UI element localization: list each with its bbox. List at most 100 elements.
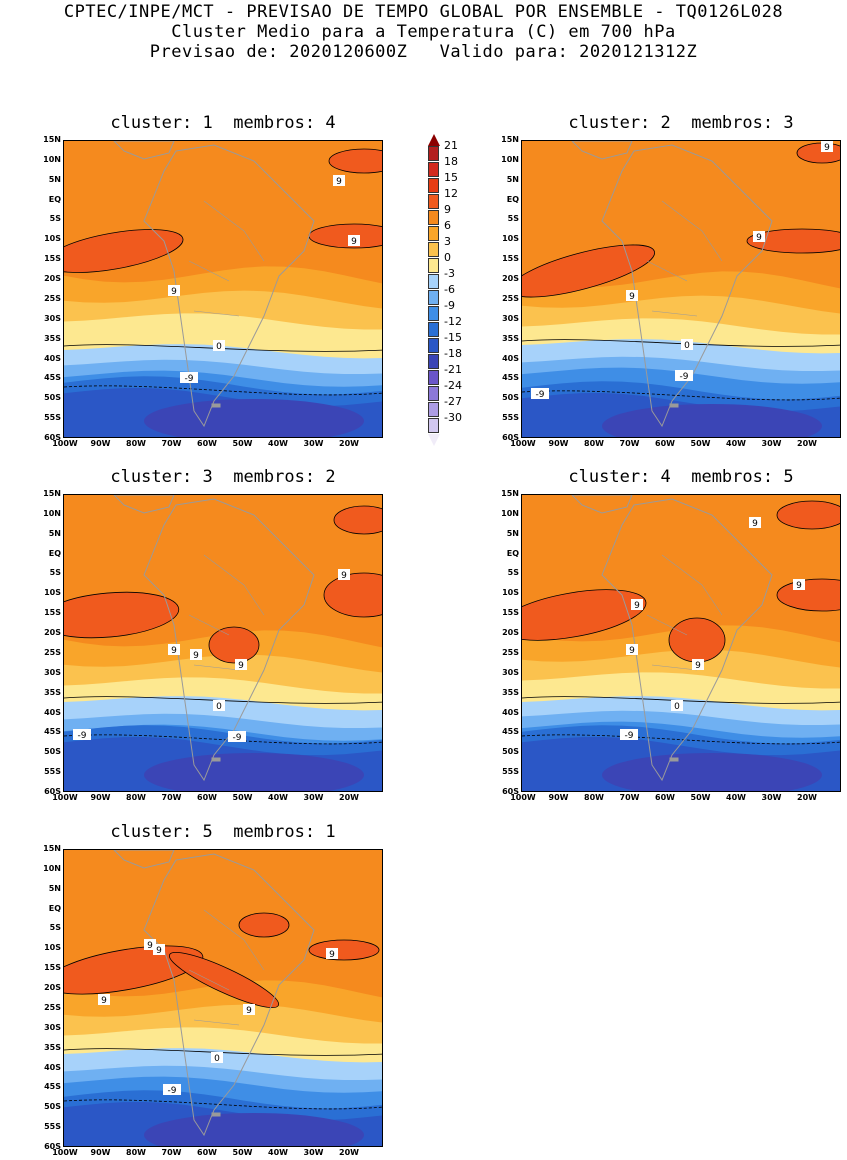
lon-tick-label: 20W	[339, 793, 359, 802]
longitude-axis: 100W 90W 80W 70W 60W 50W 40W 30W 20W	[52, 1148, 383, 1160]
longitude-axis: 100W 90W 80W 70W 60W 50W 40W 30W 20W	[510, 439, 841, 451]
lat-tick-label: 10N	[43, 863, 61, 873]
svg-text:9: 9	[336, 177, 342, 187]
contour-label-9: 9	[168, 285, 180, 297]
svg-text:9: 9	[246, 1006, 252, 1016]
contour-label-9: 9	[168, 644, 180, 656]
lat-tick-label: 5N	[48, 528, 61, 538]
longitude-axis: 100W 90W 80W 70W 60W 50W 40W 30W 20W	[510, 793, 841, 805]
colorbar-swatch	[428, 258, 439, 273]
colorbar-tick-label: 15	[444, 171, 458, 184]
lat-tick-label: 30S	[502, 313, 519, 323]
colorbar-tick-label: 0	[444, 251, 451, 264]
lat-tick-label: 5N	[506, 528, 519, 538]
lon-tick-label: 40W	[726, 793, 746, 802]
contour-label-9: 9	[326, 948, 338, 960]
lon-tick-label: 30W	[303, 793, 324, 802]
colorbar-swatch	[428, 418, 439, 433]
lon-tick-label: 30W	[761, 439, 782, 448]
lat-tick-label: 5N	[506, 174, 519, 184]
svg-text:0: 0	[214, 1054, 220, 1064]
contour-label-9: 9	[749, 517, 761, 529]
colorbar-swatch	[428, 322, 439, 337]
lat-tick-label: 60S	[502, 787, 519, 796]
lat-tick-label: 15S	[502, 254, 519, 264]
contour-label-9: 9	[235, 659, 247, 671]
svg-text:0: 0	[216, 342, 222, 352]
lon-tick-label: 50W	[690, 439, 711, 448]
contour-label-9: 9	[793, 579, 805, 591]
colorbar-swatch	[428, 210, 439, 225]
longitude-axis: 100W 90W 80W 70W 60W 50W 40W 30W 20W	[52, 793, 383, 805]
lat-tick-label: 20S	[44, 628, 61, 638]
contour-label-9: 9	[243, 1004, 255, 1016]
lat-tick-label: 45S	[44, 727, 61, 737]
lat-tick-label: 5S	[49, 214, 61, 224]
colorbar-swatch	[428, 338, 439, 353]
header-line-1: CPTEC/INPE/MCT - PREVISAO DE TEMPO GLOBA…	[63, 2, 784, 22]
temperature-map: 9 9 9 9 9 0 -9	[521, 494, 841, 792]
lon-tick-label: 80W	[584, 793, 604, 802]
lat-tick-label: EQ	[48, 548, 61, 558]
svg-text:9: 9	[147, 941, 153, 951]
lat-tick-label: 40S	[502, 707, 519, 717]
lat-tick-label: 50S	[44, 393, 61, 403]
lat-tick-label: 5S	[507, 568, 519, 578]
svg-text:9: 9	[796, 581, 802, 591]
colorbar-swatch	[428, 162, 439, 177]
svg-text:9: 9	[629, 646, 635, 656]
lat-tick-label: EQ	[48, 194, 61, 204]
lat-tick-label: 5N	[48, 883, 61, 893]
contour-label-9: 9	[753, 231, 765, 243]
contour-label-0: 0	[681, 339, 693, 351]
svg-text:9: 9	[238, 661, 244, 671]
colorbar-tick-label: -3	[444, 267, 455, 280]
lon-tick-label: 60W	[197, 439, 217, 448]
latitude-axis: 15N 10N 5N EQ 5S 10S 15S 20S 25S 30S 35S 40S 45S 50S 5…	[33, 135, 61, 442]
lon-tick-label: 70W	[161, 439, 182, 448]
lon-tick-label: 70W	[619, 793, 640, 802]
lat-tick-label: 40S	[44, 353, 61, 363]
lon-tick-label: 100W	[52, 793, 78, 802]
contour-label-0: 0	[213, 700, 225, 712]
lon-tick-label: 80W	[126, 1148, 146, 1157]
lat-tick-label: 15S	[44, 254, 61, 264]
colorbar-swatch	[428, 226, 439, 241]
lat-tick-label: 20S	[502, 274, 519, 284]
lat-tick-label: 55S	[502, 413, 519, 423]
temperature-map: 9 9 9 0 -9 -9	[521, 140, 841, 438]
colorbar-tick-label: 9	[444, 203, 451, 216]
svg-text:9: 9	[756, 233, 762, 243]
colorbar-swatch	[428, 146, 439, 161]
svg-text:-9: -9	[78, 731, 87, 741]
lon-tick-label: 30W	[761, 793, 782, 802]
lon-tick-label: 90W	[90, 1148, 111, 1157]
lat-tick-label: 15N	[501, 489, 519, 498]
lat-tick-label: 55S	[44, 767, 61, 777]
lon-tick-label: 80W	[584, 439, 604, 448]
lon-tick-label: 100W	[52, 1148, 78, 1157]
lon-tick-label: 60W	[655, 439, 675, 448]
svg-text:9: 9	[629, 292, 635, 302]
contour-label-9: 9	[692, 659, 704, 671]
lat-tick-label: 45S	[502, 727, 519, 737]
contour-label-9: 9	[190, 649, 202, 661]
svg-text:-9: -9	[680, 372, 689, 382]
continent-outline	[571, 141, 773, 428]
colorbar-tick-label: -12	[444, 315, 462, 328]
contour-label-minus9: -9	[620, 729, 638, 741]
latitude-axis: 15N 10N 5N EQ 5S 10S 15S 20S 25S 30S 35S 40S 45S 50S 5…	[491, 135, 519, 442]
lat-tick-label: 50S	[502, 393, 519, 403]
lat-tick-label: 30S	[44, 1022, 61, 1032]
lat-tick-label: 45S	[44, 1082, 61, 1092]
colorbar-tick-label: -21	[444, 363, 462, 376]
svg-text:9: 9	[171, 646, 177, 656]
svg-text:9: 9	[171, 287, 177, 297]
lat-tick-label: 15S	[44, 608, 61, 618]
lon-tick-label: 50W	[232, 439, 253, 448]
panel-title: cluster: 3 membros: 2	[110, 467, 336, 487]
continent-outline	[113, 495, 315, 782]
lat-tick-label: 35S	[44, 1042, 61, 1052]
colorbar-tick-label: -18	[444, 347, 462, 360]
lon-tick-label: 70W	[619, 439, 640, 448]
